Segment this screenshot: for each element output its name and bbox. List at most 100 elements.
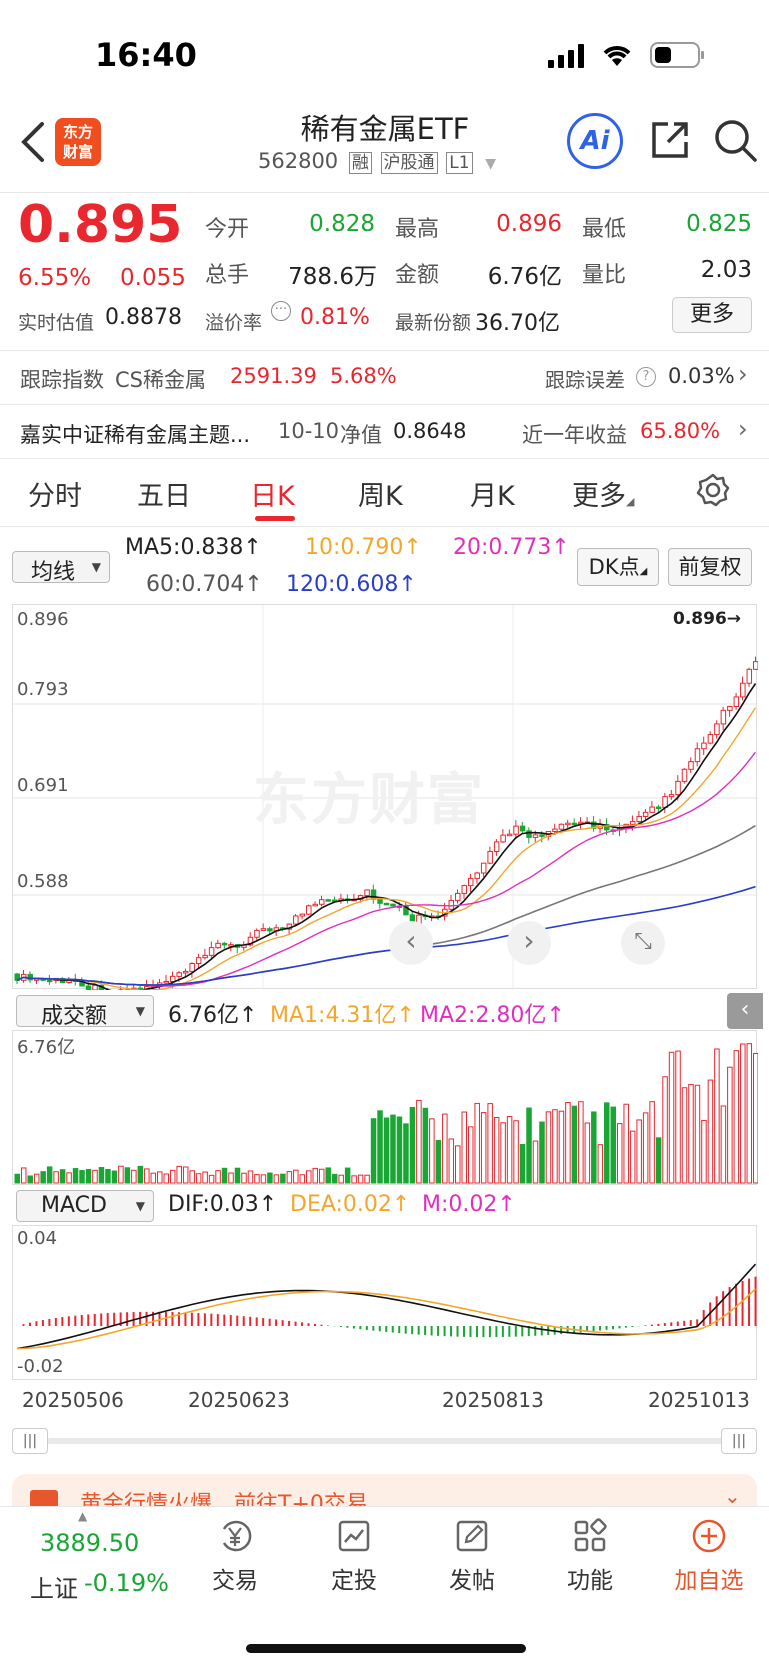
help-icon[interactable]: ? [636, 367, 656, 387]
ai-button[interactable]: Ai [567, 113, 623, 169]
candle-body [688, 761, 694, 770]
app-logo[interactable]: 东方 财富 [55, 118, 101, 166]
candle-body [448, 899, 455, 910]
shares-value: 36.70亿 [475, 311, 560, 336]
candle-body [228, 944, 234, 947]
volume-bar [597, 1144, 604, 1184]
back-arrow-icon[interactable] [18, 120, 48, 164]
adjust-button[interactable]: 前复权 [668, 548, 752, 586]
chevron-down-icon[interactable]: ⌄ [724, 1484, 741, 1508]
candle-body [27, 973, 33, 981]
volume-bar [215, 1170, 221, 1184]
volume-bar [604, 1102, 610, 1184]
volume-bar [506, 1116, 513, 1184]
search-icon[interactable] [713, 118, 759, 164]
volume-bar [325, 1167, 331, 1184]
volume-bar [442, 1113, 448, 1184]
yen-circle-icon [222, 1520, 252, 1552]
candle-body [195, 957, 202, 965]
candle-body [299, 913, 306, 917]
tab-five-day[interactable]: 五日 [137, 481, 191, 512]
market-index-widget[interactable]: ▲ 3889.50 上证 -0.19% [24, 1507, 184, 1607]
promo-banner[interactable]: 黄金行情火爆，前往T+0交易 ⌄ [12, 1474, 757, 1508]
amount-label: 金额 [395, 263, 440, 288]
tab-more[interactable]: 更多◢ [572, 481, 635, 512]
nav-functions[interactable]: 功能 [535, 1517, 645, 1595]
tracking-row[interactable]: 跟踪指数 CS稀金属 2591.39 5.68% 跟踪误差 ? 0.03% › [0, 352, 769, 402]
candle-body [727, 705, 733, 711]
tab-intraday[interactable]: 分时 [28, 481, 82, 512]
candle-body [92, 984, 98, 990]
slider-handle-right[interactable]: ||| [721, 1428, 757, 1454]
nav-add-watchlist[interactable]: 加自选 [654, 1517, 764, 1595]
tracking-index-label: 跟踪指数 [20, 368, 104, 392]
volume-bar [668, 1051, 675, 1184]
volume-bar [331, 1173, 338, 1184]
fund-nav-label: 净值 [340, 423, 382, 447]
volume-bar [169, 1169, 176, 1184]
candle-body [254, 929, 260, 938]
volume-selector[interactable]: 成交额 ▼ [16, 995, 154, 1029]
volume-bar [20, 1167, 27, 1184]
volume-bar [72, 1168, 79, 1184]
tab-daily-k[interactable]: 日K [250, 481, 295, 512]
expand-icon[interactable]: ⤡ [621, 921, 665, 965]
macd-chart[interactable]: 0.04 -0.02 [12, 1225, 757, 1380]
tab-weekly-k[interactable]: 周K [358, 481, 403, 512]
macd-dif: DIF:0.03↑ [168, 1192, 278, 1217]
candle-body [46, 979, 53, 983]
gear-icon[interactable] [696, 473, 730, 507]
nav-post[interactable]: 发帖 [417, 1517, 527, 1595]
kline-watermark: 东方财富 [253, 768, 485, 833]
kline-chart[interactable]: 东方财富 0.896 0.793 0.691 0.588 0.896→ ‹ › … [12, 604, 758, 990]
dk-button[interactable]: DK点◢ [577, 548, 659, 586]
premium-value: 0.81% [300, 305, 370, 330]
chevron-left-icon[interactable]: ‹ [389, 921, 433, 965]
slider-handle-left[interactable]: ||| [12, 1428, 48, 1454]
candle-body [532, 834, 539, 838]
open-value: 0.828 [309, 211, 375, 237]
chevron-right-icon[interactable]: › [507, 921, 551, 965]
volume-bar [234, 1167, 241, 1184]
info-icon[interactable]: ··· [271, 301, 291, 321]
volume-bar [616, 1123, 623, 1184]
share-icon[interactable] [648, 118, 692, 162]
candle-body [169, 975, 176, 982]
ma-selector[interactable]: 均线 ▼ [12, 551, 110, 585]
volume-bar [636, 1119, 642, 1184]
tab-monthly-k[interactable]: 月K [470, 481, 515, 512]
active-tab-indicator [255, 516, 295, 521]
volume-bar [137, 1165, 144, 1184]
triangle-marker-icon: ▲ [78, 1509, 88, 1523]
chevron-down-icon[interactable]: ▼ [485, 156, 496, 172]
candle-body [500, 834, 506, 843]
macd-line [16, 1288, 757, 1350]
collapse-panel-button[interactable]: ‹ [727, 993, 763, 1029]
volume-bar [565, 1102, 571, 1184]
volume-bar [435, 1139, 442, 1184]
volume-chart[interactable]: 6.76亿 [12, 1030, 758, 1185]
candle-body [487, 850, 493, 864]
candle-body [480, 862, 487, 874]
volume-bar [545, 1111, 552, 1184]
bottom-nav: ▲ 3889.50 上证 -0.19% 交易 定投 发帖 功能 加自选 [0, 1506, 769, 1665]
range-slider[interactable]: ||| ||| [12, 1428, 757, 1454]
candle-body [753, 661, 758, 670]
candle-body [591, 821, 597, 829]
tab-more-label: 更多 [572, 481, 626, 512]
volume-bar [584, 1122, 591, 1184]
nav-trade[interactable]: 交易 [180, 1517, 290, 1595]
nav-invest-plan[interactable]: 定投 [299, 1517, 409, 1595]
candle-body [629, 821, 636, 825]
badge-l1: L1 [446, 152, 473, 174]
fund-row[interactable]: 嘉实中证稀有金属主题... 10-10 净值 0.8648 近一年收益 65.8… [0, 406, 769, 456]
volume-bar [409, 1106, 416, 1184]
nav-trade-label: 交易 [212, 1568, 258, 1594]
volume-bar [740, 1043, 746, 1184]
iopv-label: 实时估值 [18, 312, 95, 334]
macd-selector[interactable]: MACD ▼ [16, 1190, 154, 1222]
volume-bar [98, 1167, 105, 1184]
more-button[interactable]: 更多 [672, 297, 752, 333]
ma-line [16, 885, 756, 986]
volume-bar [157, 1171, 163, 1184]
